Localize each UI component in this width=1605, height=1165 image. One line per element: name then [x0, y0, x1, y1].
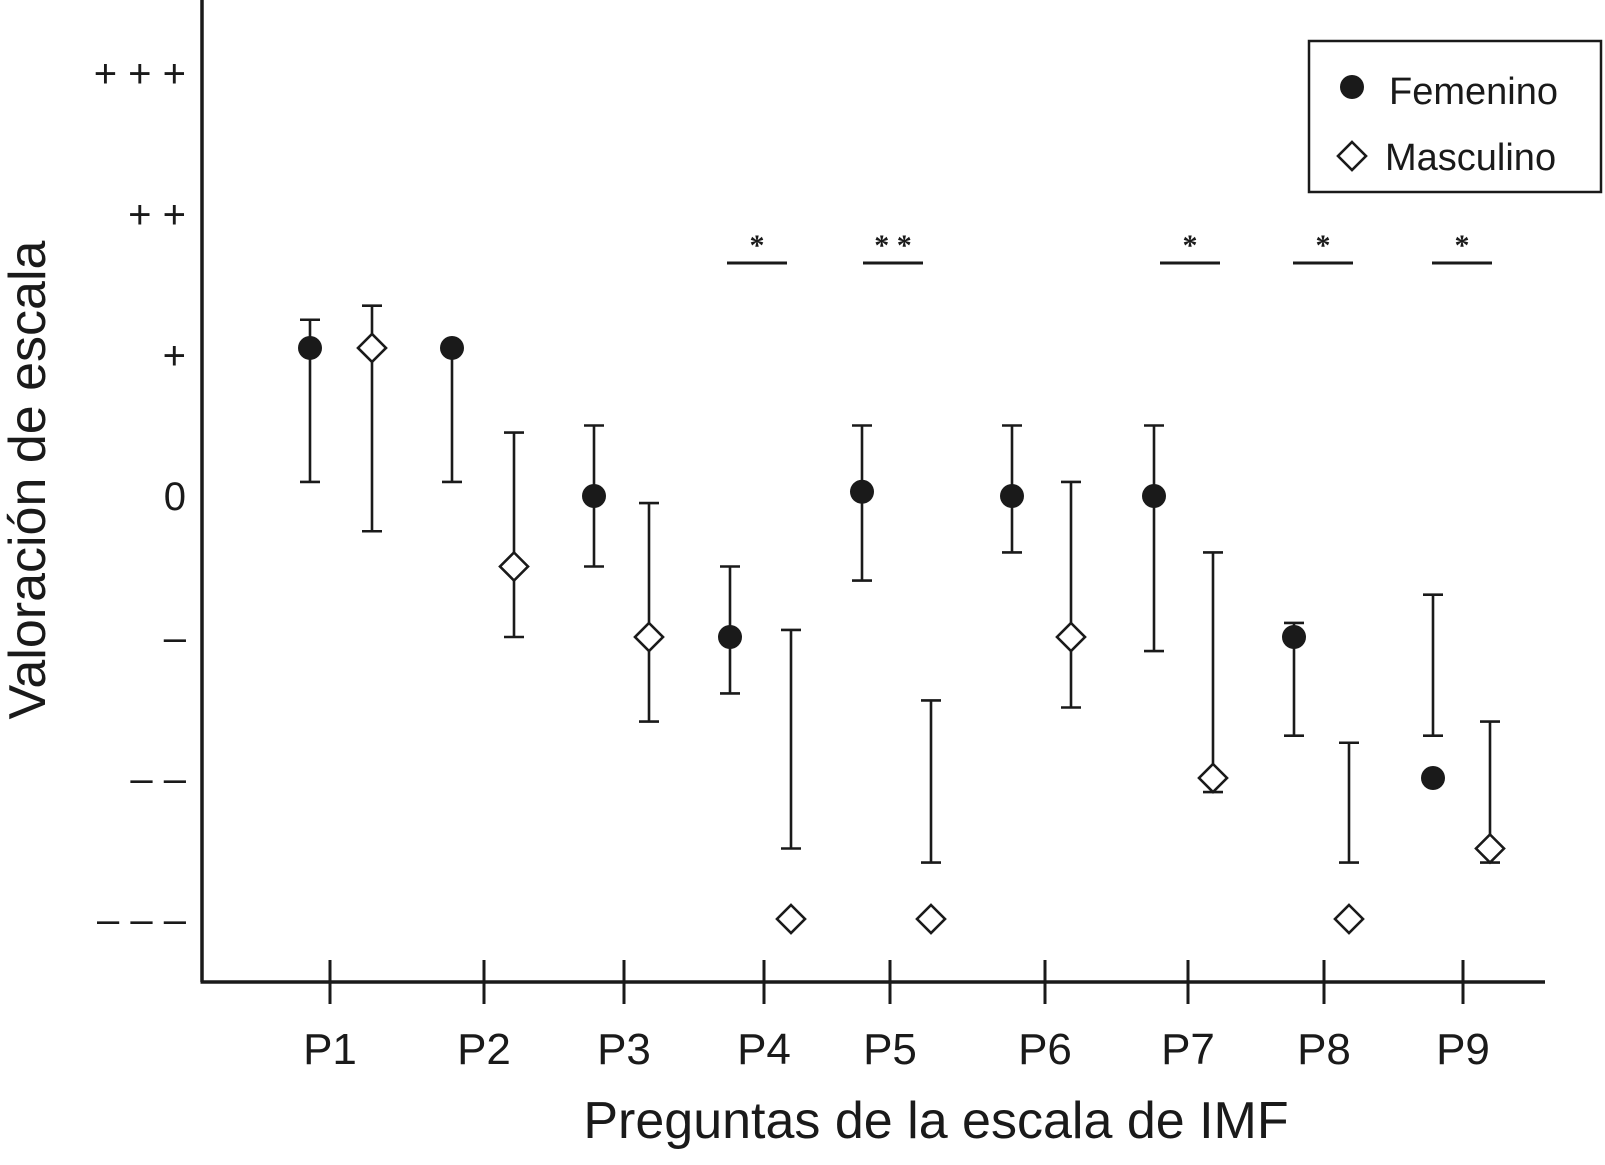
y-tick-label-5: – –	[130, 757, 186, 801]
point-masculino-p2	[498, 550, 530, 583]
legend-label-masculino: Masculino	[1385, 137, 1556, 179]
x-axis-title: Preguntas de la escala de IMF	[583, 1092, 1288, 1150]
legend-marker-masculino	[1336, 140, 1368, 172]
sig-label-p7: *	[1183, 229, 1198, 262]
y-tick-label-4: –	[164, 616, 187, 660]
point-femenino-p2	[440, 335, 464, 360]
error-bars	[300, 304, 1500, 864]
point-femenino-p4	[718, 625, 742, 649]
point-femenino-p5	[850, 479, 874, 504]
point-femenino-p3	[582, 484, 606, 508]
x-tick-label-p7: P7	[1161, 1025, 1215, 1074]
point-femenino-p8	[1282, 625, 1306, 649]
point-masculino-p7	[1197, 762, 1229, 794]
x-tick-label-p3: P3	[597, 1025, 651, 1074]
point-masculino-p6	[1055, 621, 1087, 653]
sig-label-p5: * *	[874, 229, 912, 262]
sig-label-p4: *	[750, 229, 765, 262]
significance-markers: * * * * * *	[727, 229, 1492, 265]
point-femenino-p6	[1000, 484, 1024, 508]
legend-marker-femenino	[1340, 75, 1364, 99]
point-masculino-p9	[1474, 832, 1506, 865]
x-tick-label-p2: P2	[457, 1025, 511, 1074]
x-tick-label-p6: P6	[1018, 1025, 1072, 1074]
legend-label-femenino: Femenino	[1389, 71, 1558, 113]
y-tick-label-2: +	[163, 334, 186, 378]
point-femenino-p1	[298, 335, 322, 360]
point-femenino-p9	[1421, 766, 1445, 790]
y-axis-title: Valoración de escala	[0, 240, 57, 719]
y-tick-label-0: + + +	[94, 52, 186, 96]
sig-label-p8: *	[1316, 229, 1331, 262]
point-femenino-p7	[1142, 484, 1166, 508]
point-masculino-p1	[356, 332, 388, 364]
point-masculino-p3	[633, 621, 665, 653]
y-tick-label-3: 0	[164, 475, 186, 519]
data-points	[298, 332, 1506, 935]
legend: Femenino Masculino	[1307, 39, 1603, 194]
x-tick-label-p4: P4	[737, 1025, 791, 1074]
point-masculino-p4	[775, 903, 807, 935]
x-tick-label-p1: P1	[303, 1025, 357, 1074]
x-tick-label-p5: P5	[863, 1025, 917, 1074]
point-masculino-p8	[1333, 903, 1365, 935]
x-tick-label-p8: P8	[1297, 1025, 1351, 1074]
point-masculino-p5	[915, 903, 947, 935]
legend-box	[1307, 39, 1603, 194]
sig-label-p9: *	[1455, 229, 1470, 262]
x-tick-label-p9: P9	[1436, 1025, 1490, 1074]
y-tick-label-6: – – –	[97, 898, 187, 942]
axes: P1 P2 P3 P4 P5 P6 P7 P8 P9 + + + + + +0 – – – – – – Pre…	[0, 0, 1545, 1150]
y-tick-label-1: + +	[128, 193, 186, 237]
